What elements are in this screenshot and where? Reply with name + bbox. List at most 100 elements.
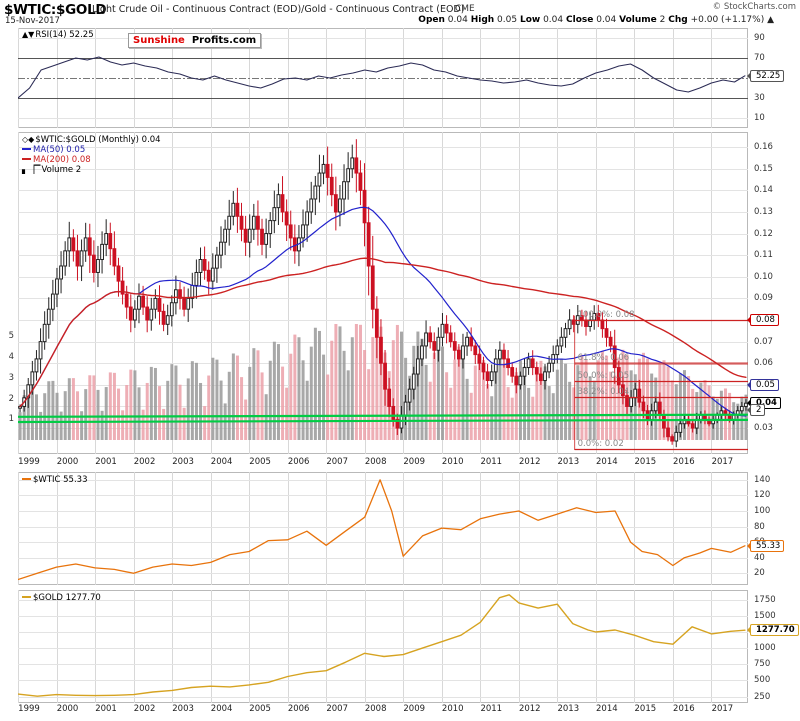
x-axis-year-label: 2001 (95, 704, 117, 714)
axis-tick: 20 (754, 568, 765, 579)
x-axis-year-label: 2017 (711, 704, 734, 714)
axis-tick: 0.12 (754, 228, 773, 239)
x-axis-year-label: 2008 (364, 704, 387, 714)
value-flag: 52.25 (750, 69, 785, 82)
close-value: 0.04 (596, 15, 617, 25)
x-axis-year-label: 1999 (18, 704, 40, 714)
x-axis-year-label: 2005 (249, 704, 271, 714)
candlestick-icon: ◇◆ (22, 135, 35, 144)
volume-axis-tick: 5 (8, 331, 14, 342)
chart-date: 15-Nov-2017 (5, 16, 60, 26)
price-panel (18, 132, 748, 454)
watermark-sunshine-profits: Sunshine Profits.com (128, 33, 262, 48)
ma200-swatch (22, 157, 31, 160)
axis-tick: 0.11 (754, 250, 773, 261)
volume-value: 2 (659, 15, 666, 25)
axis-tick: 0.10 (754, 271, 773, 282)
axis-tick: 0.16 (754, 142, 773, 153)
axis-tick: 10 (754, 113, 765, 123)
price-legend-label: $WTIC:$GOLD (Monthly) 0.04 (35, 135, 161, 145)
axis-tick: 0.13 (754, 206, 773, 217)
x-axis-years-bottom: 1999 2000 2001 2002 2003 2004 2005 2006 2007 2008… (0, 704, 800, 718)
value-flag: 55.33 (750, 539, 785, 552)
axis-tick: 120 (754, 490, 771, 501)
fibonacci-level-label: 61.8%: 0.06 (577, 353, 630, 364)
x-axis-year-label: 2016 (673, 704, 695, 714)
ma50-label: MA(50) 0.05 (33, 145, 86, 155)
price-legend-row-ma200: MA(200) 0.08 (22, 155, 161, 165)
volume-axis-tick: 3 (8, 372, 14, 383)
indicator-icon: ▲▼ (22, 30, 35, 39)
rsi-legend-label: RSI(14) 52.25 (35, 30, 94, 40)
x-axis-year-label: 2001 (95, 457, 117, 467)
wtic-plot-area (18, 472, 748, 585)
x-axis-year-label: 2006 (287, 704, 310, 714)
x-axis-year-label: 2011 (480, 457, 503, 467)
close-label: Close (566, 15, 594, 25)
symbol-description: Light Crude Oil - Continuous Contract (E… (92, 4, 465, 15)
exchange-label: CME (455, 4, 475, 14)
gold-legend-label: $GOLD 1277.70 (33, 593, 101, 603)
symbol-title: $WTIC:$GOLD (4, 2, 107, 18)
volume-legend-label: Volume 2 (41, 165, 82, 175)
x-axis-year-label: 2011 (480, 704, 503, 714)
x-axis-year-label: 2015 (634, 704, 657, 714)
volume-bars-icon: ▖▕▔ (22, 165, 41, 174)
x-axis-year-label: 2002 (133, 704, 156, 714)
axis-tick: 500 (754, 675, 771, 686)
ma200-label: MA(200) 0.08 (33, 155, 91, 165)
x-axis-year-label: 2009 (403, 457, 426, 467)
axis-tick: 0.06 (754, 358, 773, 369)
x-axis-year-label: 2013 (557, 704, 580, 714)
price-value-axis: 0.16 0.15 0.14 0.13 0.12 0.11 0.10 0.09 0.08 0.07… (748, 132, 800, 454)
fibonacci-level-label: 38.2%: 0.04 (577, 386, 630, 397)
x-axis-year-label: 2017 (711, 457, 734, 467)
x-axis-year-label: 2013 (557, 457, 580, 467)
x-axis-year-label: 2016 (673, 457, 695, 467)
rsi-value-axis: 90 70 30 10 52.25 (748, 28, 800, 128)
axis-tick: 1750 (754, 594, 776, 605)
x-axis-year-label: 2015 (634, 457, 657, 467)
wtic-legend-label: $WTIC 55.33 (33, 475, 88, 485)
gold-panel (18, 590, 748, 703)
rsi-legend: ▲▼RSI(14) 52.25 (22, 30, 94, 40)
x-axis-year-label: 2005 (249, 457, 271, 467)
volume-value-axis-left: 5 4 3 2 1 (0, 132, 17, 454)
axis-tick: 0.15 (754, 163, 773, 174)
quote-bar: Open 0.04 High 0.05 Low 0.04 Close 0.04 … (418, 15, 774, 25)
axis-tick: 750 (754, 659, 771, 670)
high-value: 0.05 (497, 15, 518, 25)
x-axis-year-label: 2008 (364, 457, 387, 467)
x-axis-year-label: 2014 (596, 457, 618, 467)
axis-tick: 0.03 (754, 423, 773, 434)
x-axis-year-label: 2009 (403, 704, 426, 714)
x-axis-year-label: 2010 (441, 704, 464, 714)
chart-header: $WTIC:$GOLD Light Crude Oil - Continuous… (0, 0, 800, 28)
value-flag: 0.08 (750, 314, 779, 326)
axis-tick: 0.07 (754, 336, 773, 347)
axis-tick: 1500 (754, 610, 776, 621)
axis-tick: 80 (754, 521, 765, 532)
axis-tick: 1000 (754, 643, 776, 654)
wtic-panel (18, 472, 748, 585)
volume-axis-tick: 1 (8, 414, 14, 425)
value-flag: 1277.70 (750, 624, 799, 637)
volume-label: Volume (619, 15, 657, 25)
x-axis-year-label: 2014 (596, 704, 618, 714)
watermark-part1: Sunshine (133, 35, 185, 46)
gold-value-axis: 17501500125010007505002501277.70 (748, 590, 800, 703)
volume-axis-tick: 4 (8, 352, 14, 363)
x-axis-year-label: 2012 (518, 457, 541, 467)
x-axis-year-label: 1999 (18, 457, 40, 467)
x-axis-year-label: 2003 (172, 704, 194, 714)
x-axis-year-label: 2002 (133, 457, 156, 467)
price-plot-area (18, 132, 748, 454)
x-axis-years-top: 1999 2000 2001 2002 2003 2004 2005 2006 2007 2008… (0, 457, 800, 471)
wtic-value-axis: 1401201008060402055.33 (748, 472, 800, 585)
open-label: Open (418, 15, 445, 25)
price-legend-row-ma50: MA(50) 0.05 (22, 145, 161, 155)
gold-plot-area (18, 590, 748, 703)
chg-label: Chg (668, 15, 688, 25)
stockcharts-credit: © StockCharts.com (712, 2, 796, 12)
